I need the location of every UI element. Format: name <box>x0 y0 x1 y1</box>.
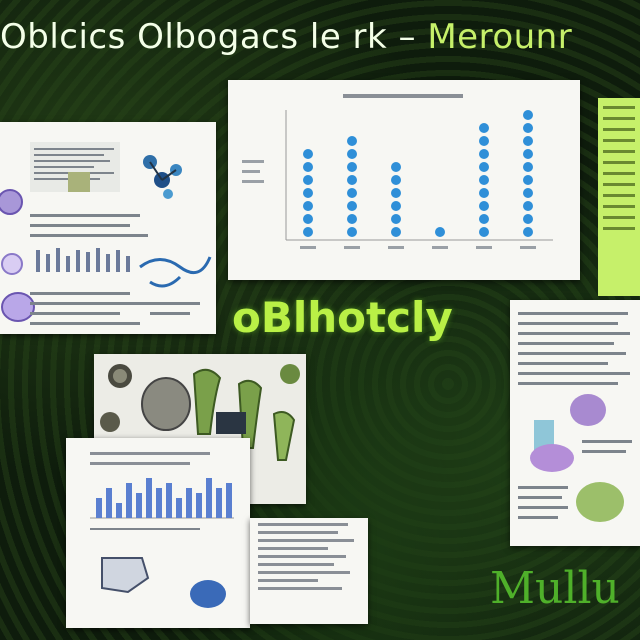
chart-dot <box>347 175 357 185</box>
y-axis-labels <box>242 160 264 183</box>
chart-dot <box>523 123 533 133</box>
bar <box>176 498 182 518</box>
bar <box>206 478 212 518</box>
page-title: Oblcics Olbogacs le rk – Merounr <box>0 14 640 60</box>
chart-dot <box>347 136 357 146</box>
bar <box>116 503 122 518</box>
chart-dot <box>479 175 489 185</box>
chart-dot <box>347 149 357 159</box>
chart-dot <box>303 201 313 211</box>
title-separator: – <box>398 17 417 57</box>
chart-dot <box>347 201 357 211</box>
bar-chart-panel <box>66 438 250 628</box>
chart-dot <box>523 110 533 120</box>
small-document-panel <box>250 518 368 624</box>
chart-dot <box>347 214 357 224</box>
bar <box>196 493 202 518</box>
bar <box>106 488 112 518</box>
tissue-blob-icon <box>576 482 624 522</box>
bar <box>146 478 152 518</box>
chart-dot <box>391 162 401 172</box>
chart-dot <box>479 188 489 198</box>
chart-dot <box>303 214 313 224</box>
x-tick-label <box>432 246 448 249</box>
right-document-graphics <box>518 312 632 522</box>
chart-dot <box>347 188 357 198</box>
molecule-icon <box>143 155 182 199</box>
blue-blob-icon <box>190 580 226 608</box>
chart-dot <box>479 214 489 224</box>
chart-dot <box>479 123 489 133</box>
bar <box>216 488 222 518</box>
chart-dot <box>479 227 489 237</box>
chart-dot <box>391 227 401 237</box>
title-main: Oblcics Olbogacs le rk <box>0 17 388 57</box>
right-document-panel <box>510 300 640 546</box>
chart-dot <box>435 227 445 237</box>
chart-dot <box>523 149 533 159</box>
specimen-graphics <box>100 364 300 461</box>
x-tick-label <box>476 246 492 249</box>
chart-title-placeholder <box>343 94 463 98</box>
chart-dot <box>347 162 357 172</box>
chart-dot <box>523 227 533 237</box>
map-sketch-icon <box>101 557 150 594</box>
cell-cluster-icon <box>530 394 606 472</box>
x-tick-label <box>388 246 404 249</box>
bar <box>186 488 192 518</box>
x-tick-label <box>300 246 316 249</box>
chart-dot <box>391 201 401 211</box>
chart-dot <box>303 175 313 185</box>
chart-dot <box>303 188 313 198</box>
bar-chart <box>90 452 234 608</box>
brain-illustration-icon <box>0 189 35 322</box>
chart-dot <box>479 162 489 172</box>
left-document-panel <box>0 122 216 334</box>
chart-dot <box>303 227 313 237</box>
chart-dot <box>523 214 533 224</box>
dot-chart-panel <box>228 80 580 280</box>
right-green-strip <box>598 98 640 296</box>
x-tick-label <box>344 246 360 249</box>
chart-dot <box>391 214 401 224</box>
chart-dot <box>523 175 533 185</box>
chart-dot <box>479 149 489 159</box>
title-end: Merounr <box>427 17 573 57</box>
chart-dot <box>523 188 533 198</box>
bar <box>166 483 172 518</box>
chart-dot <box>523 162 533 172</box>
x-tick-label <box>520 246 536 249</box>
chart-dot <box>303 149 313 159</box>
left-document-graphics <box>0 142 212 325</box>
flowchart-icon <box>139 256 212 288</box>
chart-dot <box>391 175 401 185</box>
chart-dot <box>479 201 489 211</box>
bar <box>226 483 232 518</box>
chart-dot <box>523 136 533 146</box>
chart-dot <box>479 136 489 146</box>
bar <box>156 488 162 518</box>
chart-dot <box>523 201 533 211</box>
bar <box>136 493 142 518</box>
bar <box>126 483 132 518</box>
chart-dot <box>391 188 401 198</box>
chart-dot <box>347 227 357 237</box>
center-title: oBlhotcly <box>232 293 453 342</box>
footer-word: Mullu <box>490 563 620 614</box>
bar <box>96 498 102 518</box>
chart-dot <box>303 162 313 172</box>
dot-chart <box>242 94 553 249</box>
